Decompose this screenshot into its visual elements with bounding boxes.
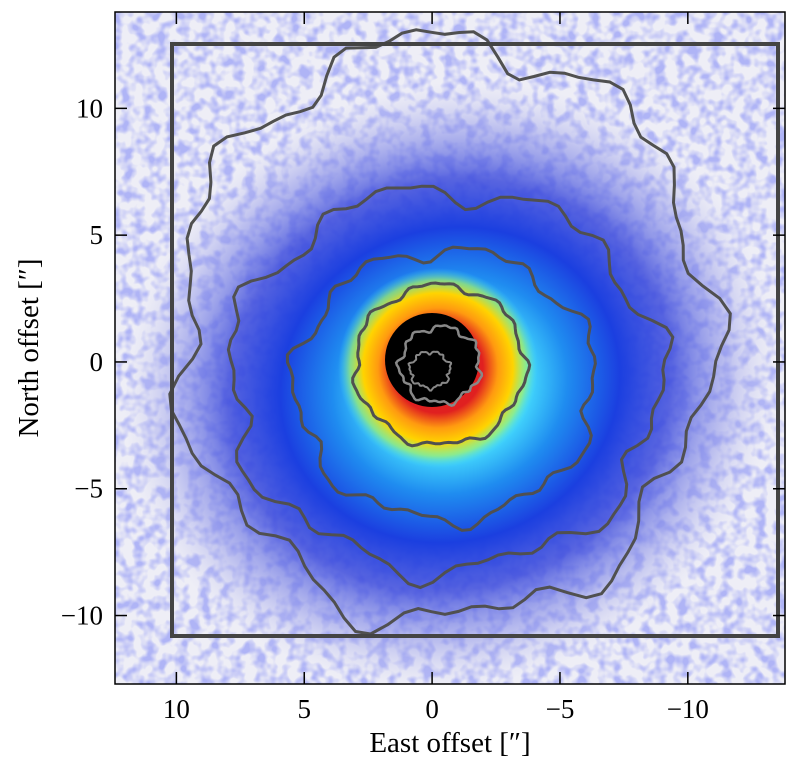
x-tick-label: 5 [297, 694, 311, 724]
x-tick-label: −10 [667, 694, 709, 724]
contour [407, 350, 453, 392]
x-tick-label: −5 [546, 694, 575, 724]
image [115, 12, 785, 684]
y-tick-label: 5 [90, 220, 104, 250]
plot-frame [114, 11, 786, 685]
contours [168, 28, 732, 636]
y-tick-label: 10 [76, 93, 103, 123]
contour [351, 281, 532, 448]
contour [168, 28, 732, 636]
y-tick-label: 0 [90, 347, 104, 377]
y-axis-label: North offset [″] [13, 258, 45, 437]
x-axis-label: East offset [″] [369, 727, 530, 759]
y-tick-label: −10 [61, 601, 103, 631]
x-tick-label: 0 [425, 694, 439, 724]
y-tick-label: −5 [74, 474, 103, 504]
x-tick-label: 10 [163, 694, 190, 724]
contour [394, 324, 484, 408]
contour [226, 184, 675, 590]
field-box [170, 42, 780, 638]
axes: 10 5 0 −5 −10 −10 −5 0 5 10 [61, 12, 785, 724]
contour [285, 245, 597, 532]
